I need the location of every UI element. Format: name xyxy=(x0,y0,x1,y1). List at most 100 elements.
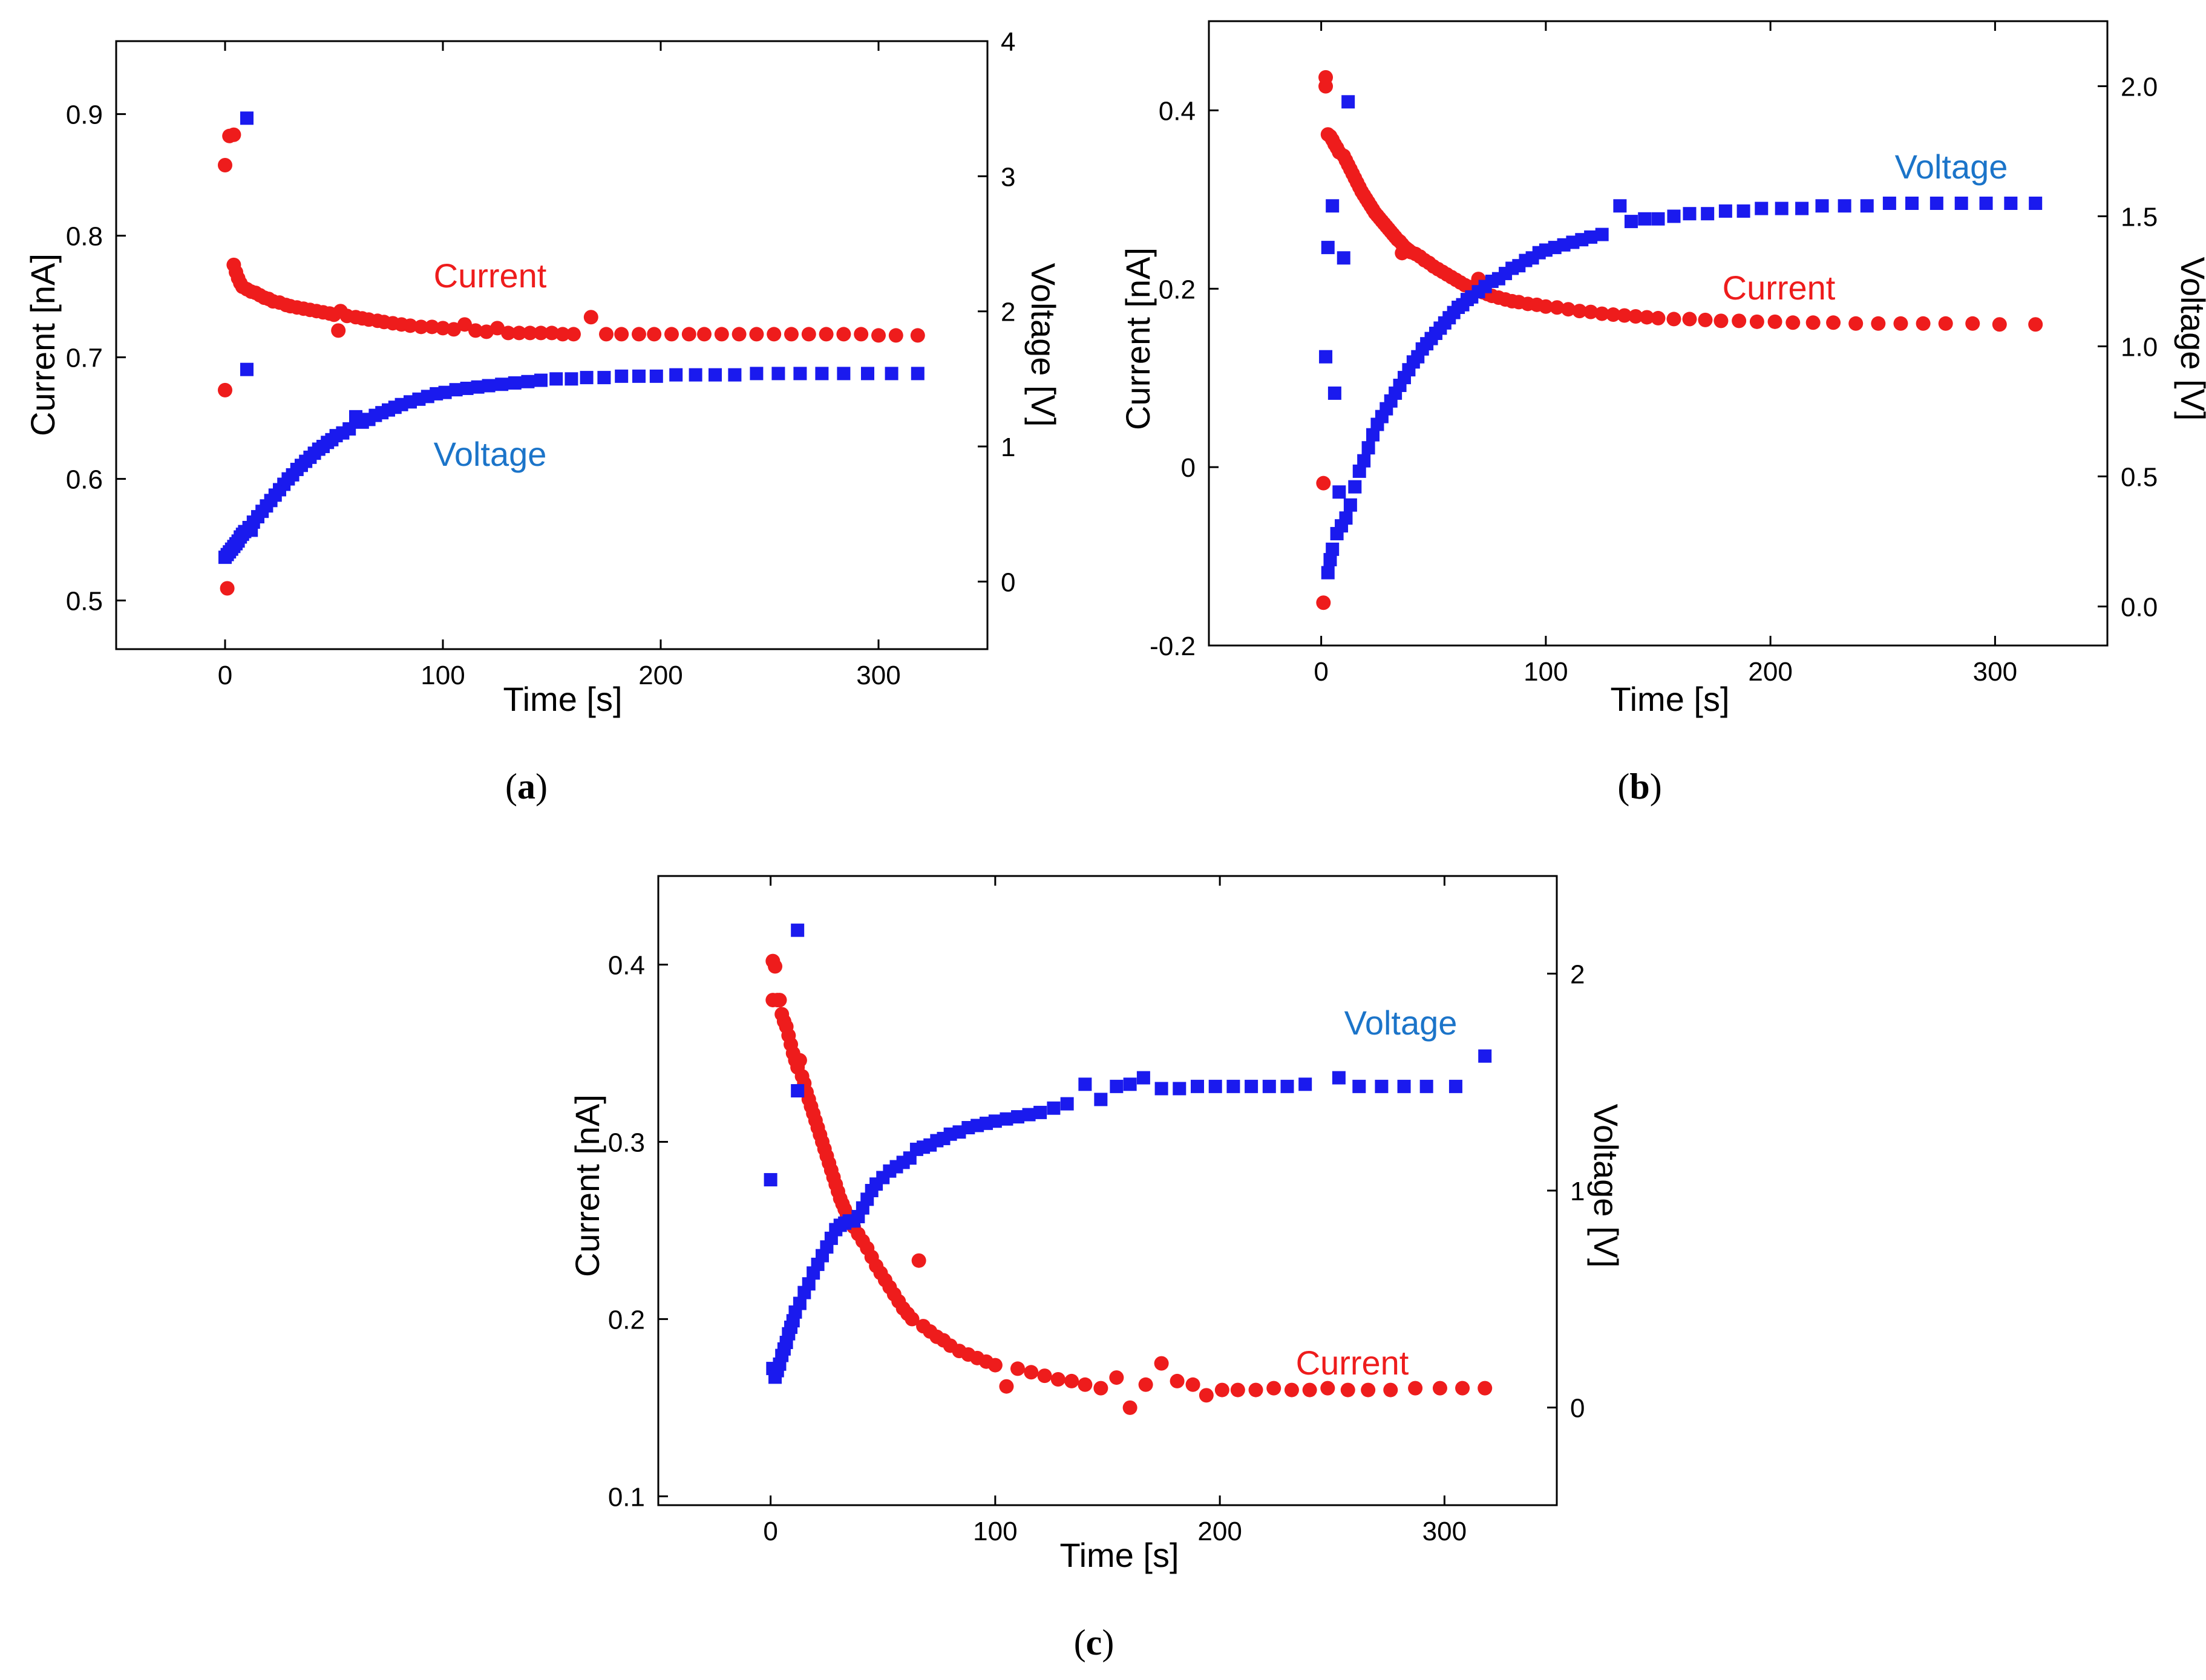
voltage-point xyxy=(1298,1077,1312,1091)
voltage-point xyxy=(1357,454,1371,468)
current-point xyxy=(545,325,559,341)
current-point xyxy=(1361,1382,1376,1397)
x-tick-label: 200 xyxy=(1748,657,1792,687)
voltage-point xyxy=(580,371,594,385)
voltage-point xyxy=(689,368,702,382)
current-point xyxy=(1561,302,1576,317)
current-point xyxy=(732,327,747,342)
voltage-point xyxy=(1245,1079,1258,1093)
voltage-point xyxy=(1191,1079,1204,1093)
current-point xyxy=(1732,313,1747,328)
current-point xyxy=(226,127,241,142)
y-tick-label: 0.1 xyxy=(608,1482,645,1512)
y2-tick-label: 0.0 xyxy=(2121,593,2158,623)
voltage-point xyxy=(1624,215,1638,229)
current-point xyxy=(490,321,505,336)
current-point xyxy=(1199,1388,1214,1403)
current-point xyxy=(1318,70,1334,85)
current-annotation: Current xyxy=(1296,1344,1409,1382)
current-point xyxy=(1698,312,1713,327)
current-point xyxy=(1455,1381,1470,1396)
current-point xyxy=(331,323,346,338)
y-tick-label: 0.7 xyxy=(66,344,103,373)
voltage-point xyxy=(521,374,535,388)
current-point xyxy=(1916,316,1931,331)
current-point xyxy=(854,327,869,342)
x-axis-label: Time [s] xyxy=(1610,680,1729,718)
voltage-point xyxy=(1755,201,1769,215)
caption-letter: b xyxy=(1629,766,1649,806)
voltage-point xyxy=(1339,511,1353,525)
current-point xyxy=(1965,316,1980,331)
x-tick-label: 100 xyxy=(1524,657,1568,687)
voltage-point xyxy=(1078,1077,1092,1091)
voltage-point xyxy=(1795,201,1809,215)
current-point xyxy=(836,327,851,342)
current-point xyxy=(1992,317,2007,332)
current-point xyxy=(772,993,787,1008)
voltage-point xyxy=(802,1277,816,1291)
y-tick-label: -0.2 xyxy=(1150,632,1196,661)
x-axis-label: Time [s] xyxy=(1059,1536,1179,1574)
voltage-point xyxy=(1226,1079,1240,1093)
voltage-point xyxy=(1321,241,1335,255)
y-axis-label: Current [nA] xyxy=(568,1094,606,1277)
voltage-point xyxy=(1332,485,1346,499)
current-point xyxy=(1628,309,1643,324)
current-point xyxy=(1230,1382,1245,1397)
current-point xyxy=(583,310,598,325)
current-point xyxy=(468,323,483,338)
voltage-point xyxy=(632,369,646,383)
voltage-point xyxy=(1337,251,1350,265)
voltage-point xyxy=(1094,1093,1108,1106)
current-point xyxy=(1024,1365,1039,1380)
voltage-point xyxy=(1262,1079,1276,1093)
voltage-point xyxy=(615,369,629,383)
voltage-point xyxy=(1321,566,1335,580)
voltage-point xyxy=(837,367,851,381)
voltage-point xyxy=(988,1114,1002,1128)
y2-axis-label: Voltage [V] xyxy=(2174,257,2206,421)
voltage-point xyxy=(791,1084,805,1098)
caption: (c) xyxy=(1074,1623,1114,1662)
current-point xyxy=(1666,312,1681,327)
voltage-point xyxy=(1327,386,1341,400)
current-point xyxy=(911,1253,926,1268)
voltage-point xyxy=(482,379,496,393)
current-point xyxy=(792,1053,807,1068)
current-point xyxy=(555,327,570,342)
voltage-point xyxy=(1651,212,1665,226)
x-tick-label: 0 xyxy=(218,661,232,690)
voltage-point xyxy=(793,367,807,381)
y-axis-label: Current [nA] xyxy=(1119,247,1157,430)
current-point xyxy=(1478,1381,1493,1396)
current-point xyxy=(436,321,450,336)
y-axis-label: Current [nA] xyxy=(24,253,62,436)
x-tick-label: 0 xyxy=(763,1517,777,1546)
y-tick-label: 0 xyxy=(1181,453,1196,483)
voltage-annotation: Voltage xyxy=(434,435,547,473)
voltage-point xyxy=(1208,1079,1222,1093)
voltage-point xyxy=(1011,1110,1024,1124)
y2-tick-label: 1.5 xyxy=(2121,203,2158,232)
voltage-point xyxy=(1736,204,1750,218)
voltage-point xyxy=(1123,1077,1137,1091)
voltage-annotation: Voltage xyxy=(1344,1004,1458,1042)
current-point xyxy=(888,328,903,343)
voltage-point xyxy=(1882,197,1896,210)
current-point xyxy=(819,327,834,342)
current-point xyxy=(1805,315,1821,330)
current-point xyxy=(1320,1381,1335,1396)
voltage-point xyxy=(911,367,925,381)
voltage-point xyxy=(2029,197,2043,210)
voltage-point xyxy=(764,1173,777,1187)
current-point xyxy=(1848,316,1864,331)
current-annotation: Current xyxy=(434,257,547,295)
current-point xyxy=(1383,1382,1398,1397)
voltage-point xyxy=(1905,197,1919,210)
y2-axis-label: Voltage [V] xyxy=(1587,1104,1625,1268)
current-point xyxy=(1826,315,1841,330)
current-point xyxy=(1316,476,1331,491)
voltage-point xyxy=(1595,227,1609,241)
